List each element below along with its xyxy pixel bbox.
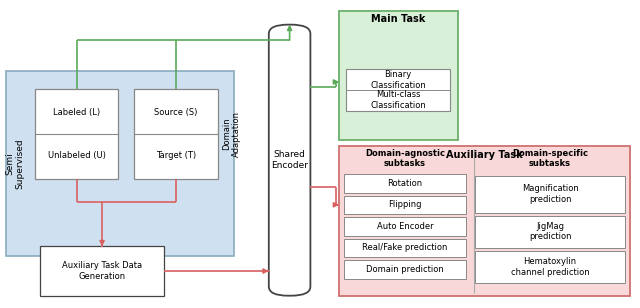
Text: Flipping: Flipping (388, 200, 422, 209)
Text: Auxiliary Task: Auxiliary Task (447, 150, 523, 160)
Text: Domain
Adaptation: Domain Adaptation (222, 111, 241, 157)
FancyBboxPatch shape (40, 246, 164, 296)
Text: Domain prediction: Domain prediction (366, 265, 444, 274)
Text: JigMag
prediction: JigMag prediction (529, 222, 572, 241)
FancyBboxPatch shape (475, 251, 625, 283)
FancyBboxPatch shape (344, 196, 466, 214)
FancyBboxPatch shape (6, 71, 234, 256)
Text: Rotation: Rotation (388, 179, 422, 188)
Text: Semi
Supervised: Semi Supervised (5, 138, 24, 188)
FancyBboxPatch shape (269, 25, 310, 296)
Text: Auto Encoder: Auto Encoder (377, 222, 433, 231)
Text: Multi-class
Classification: Multi-class Classification (370, 90, 426, 110)
Text: Binary
Classification: Binary Classification (370, 71, 426, 90)
Text: Shared
Encoder: Shared Encoder (271, 151, 308, 170)
Text: Labeled (L): Labeled (L) (53, 108, 100, 117)
FancyBboxPatch shape (344, 217, 466, 236)
FancyBboxPatch shape (346, 69, 450, 111)
Text: Real/Fake prediction: Real/Fake prediction (362, 243, 448, 253)
FancyBboxPatch shape (344, 239, 466, 257)
Text: Main Task: Main Task (371, 14, 426, 24)
Text: Auxiliary Task Data
Generation: Auxiliary Task Data Generation (62, 261, 142, 281)
Text: Hematoxylin
channel prediction: Hematoxylin channel prediction (511, 257, 589, 277)
Text: Target (T): Target (T) (156, 151, 196, 160)
FancyBboxPatch shape (475, 216, 625, 248)
Text: Unlabeled (U): Unlabeled (U) (48, 151, 106, 160)
Text: Magnification
prediction: Magnification prediction (522, 184, 579, 204)
Text: Domain-agnostic
subtasks: Domain-agnostic subtasks (365, 149, 445, 168)
FancyBboxPatch shape (134, 89, 218, 179)
FancyBboxPatch shape (35, 89, 118, 179)
FancyBboxPatch shape (475, 176, 625, 213)
FancyBboxPatch shape (339, 146, 630, 296)
FancyBboxPatch shape (344, 174, 466, 192)
Text: Domain-specific
subtasks: Domain-specific subtasks (512, 149, 588, 168)
FancyBboxPatch shape (344, 260, 466, 279)
FancyBboxPatch shape (339, 11, 458, 140)
Text: Source (S): Source (S) (154, 108, 198, 117)
